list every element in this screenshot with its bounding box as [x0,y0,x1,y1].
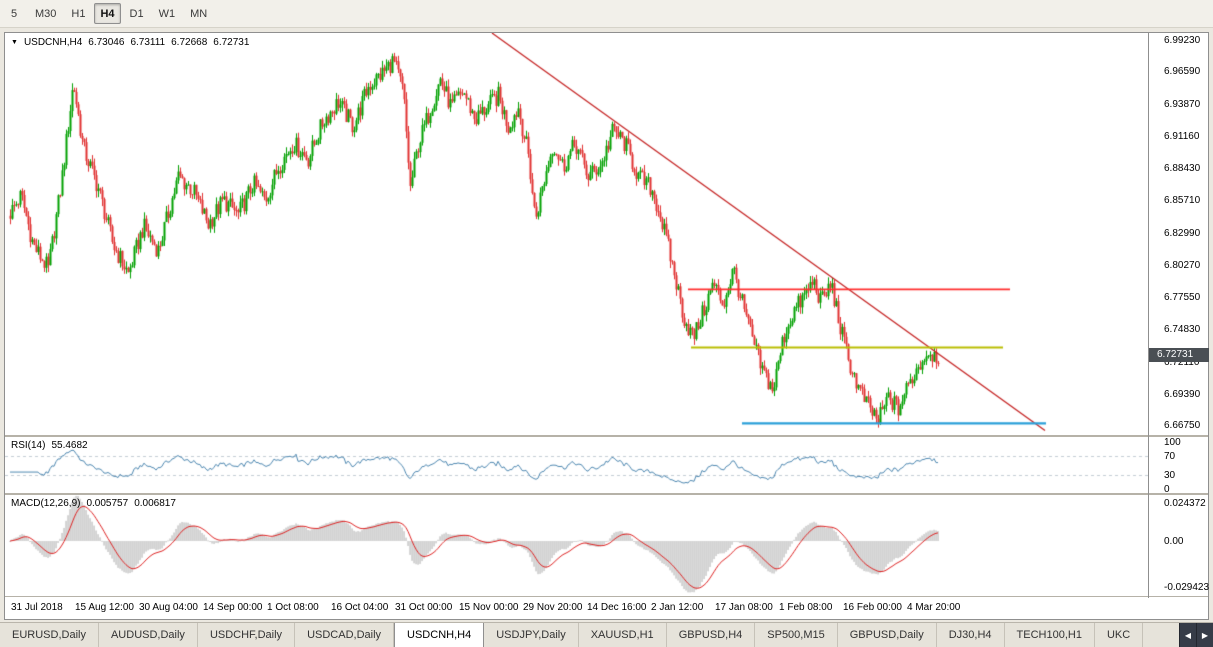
time-axis-label: 14 Sep 00:00 [203,602,263,613]
chart-tab-usdjpy-daily[interactable]: USDJPY,Daily [484,623,579,647]
time-axis-label: 16 Oct 04:00 [331,602,389,613]
time-axis-label: 14 Dec 16:00 [587,602,647,613]
price-panel: ▼ USDCNH,H4 6.73046 6.73111 6.72668 6.72… [5,33,1209,435]
chart-tab-usdchf-daily[interactable]: USDCHF,Daily [197,623,296,647]
time-axis-label: 15 Aug 12:00 [75,602,134,613]
chart-tab-ukc[interactable]: UKC [1094,623,1144,647]
timeframe-button-m30[interactable]: M30 [35,7,57,20]
chart-tab-bar: EURUSD,Daily AUDUSD,Daily USDCHF,Daily USDC… [0,622,1213,647]
macd-axis-label: -0.029423 [1164,581,1210,593]
chart-tab-gbpusd-daily[interactable]: GBPUSD,Daily [837,623,937,647]
tab-scroll-arrows: ◀ ▶ [1179,623,1213,647]
chart-tab-audusd-daily[interactable]: AUDUSD,Daily [98,623,198,647]
timeframe-button-h1[interactable]: H1 [71,7,86,20]
timeframe-button-w1[interactable]: W1 [158,7,176,20]
time-axis-label: 31 Oct 00:00 [395,602,453,613]
macd-main-value: 0.005757 [86,498,129,509]
panel-divider [5,596,1208,597]
price-chart-canvas[interactable] [5,33,1148,435]
rsi-axis-label: 30 [1164,469,1176,481]
panel-divider[interactable] [5,435,1208,437]
price-axis-label: 6.96590 [1164,66,1201,78]
time-axis-label: 30 Aug 04:00 [139,602,198,613]
macd-axis-label: 0.00 [1164,536,1184,547]
time-axis-label: 2 Jan 12:00 [651,602,704,613]
tab-scroll-left-icon[interactable]: ◀ [1179,623,1196,647]
tab-scroll-right-icon[interactable]: ▶ [1196,623,1213,647]
price-axis-label: 6.74830 [1164,324,1201,336]
chart-tab-xauusd-h1[interactable]: XAUUSD,H1 [578,623,667,647]
chart-info-label: ▼ USDCNH,H4 6.73046 6.73111 6.72668 6.72… [11,37,249,48]
price-axis-label: 6.88430 [1164,163,1201,175]
rsi-axis[interactable]: 100 70 30 0 [1148,437,1208,495]
rsi-label: RSI(14) 55.4682 [11,440,88,451]
timeframe-button-5[interactable]: 5 [10,7,18,20]
rsi-axis-label: 100 [1164,437,1181,448]
open-value: 6.73046 [88,37,125,48]
current-price-badge: 6.72731 [1149,348,1209,363]
rsi-axis-label: 70 [1164,451,1176,463]
chart-tab-usdcad-daily[interactable]: USDCAD,Daily [295,623,395,647]
close-value: 6.72731 [213,37,250,48]
price-axis-label: 6.85710 [1164,195,1201,207]
price-axis-label: 6.93870 [1164,98,1201,110]
rsi-axis-label: 0 [1164,484,1170,495]
time-axis-label: 15 Nov 00:00 [459,602,519,613]
panel-divider[interactable] [5,493,1208,495]
timeframe-button-h4[interactable]: H4 [94,3,121,24]
chart-tab-tech100-h1[interactable]: TECH100,H1 [1004,623,1095,647]
macd-axis-label: 0.024372 [1164,497,1206,509]
price-axis-label: 6.82990 [1164,227,1201,239]
timeframe-toolbar: 5 M30 H1 H4 D1 W1 MN [0,0,1213,28]
price-axis-label: 6.69390 [1164,389,1201,401]
time-axis[interactable]: 31 Jul 2018 15 Aug 12:00 30 Aug 04:00 14 Se… [5,598,1208,619]
chart-tab-gbpusd-h4[interactable]: GBPUSD,H4 [666,623,756,647]
rsi-panel: RSI(14) 55.4682 100 70 30 0 [5,437,1208,495]
chart-symbol-period: USDCNH,H4 [23,37,83,48]
rsi-value: 55.4682 [51,440,88,451]
timeframe-button-mn[interactable]: MN [190,7,208,20]
timeframe-button-d1[interactable]: D1 [129,7,144,20]
chart-tab-dj30-h4[interactable]: DJ30,H4 [936,623,1005,647]
high-value: 6.73111 [130,37,166,48]
axis-separator-line [1148,33,1149,598]
price-axis[interactable]: 6.99230 6.96590 6.93870 6.91160 6.88430 6.857… [1148,33,1208,435]
chart-tab-usdcnh-h4[interactable]: USDCNH,H4 [394,623,485,647]
time-axis-label: 16 Feb 00:00 [843,602,902,613]
macd-signal-value: 0.006817 [134,498,176,509]
price-axis-label: 6.91160 [1164,130,1200,142]
rsi-canvas[interactable] [5,437,1148,493]
price-axis-label: 6.99230 [1164,35,1201,46]
chart-tab-eurusd-daily[interactable]: EURUSD,Daily [0,623,99,647]
macd-panel: MACD(12,26,9) 0.005757 0.006817 0.024372… [5,495,1210,596]
rsi-indicator-name: RSI(14) [11,440,46,451]
macd-axis[interactable]: 0.024372 0.00 -0.029423 [1148,495,1210,596]
time-axis-label: 1 Oct 08:00 [267,602,319,613]
time-axis-label: 17 Jan 08:00 [715,602,773,613]
price-axis-label: 6.80270 [1164,259,1201,271]
macd-canvas[interactable] [5,495,1148,596]
chart-marker-icon: ▼ [11,39,18,46]
time-axis-label: 1 Feb 08:00 [779,602,833,613]
macd-label: MACD(12,26,9) 0.005757 0.006817 [11,498,176,509]
chart-area: ▼ USDCNH,H4 6.73046 6.73111 6.72668 6.72… [4,32,1209,620]
time-axis-label: 29 Nov 20:00 [523,602,583,613]
chart-tab-sp500-m15[interactable]: SP500,M15 [755,623,838,647]
time-axis-label: 4 Mar 20:00 [907,602,961,613]
price-axis-label: 6.66750 [1164,420,1201,432]
time-axis-label: 31 Jul 2018 [11,602,63,613]
macd-indicator-name: MACD(12,26,9) [11,498,81,509]
low-value: 6.72668 [171,37,208,48]
price-axis-label: 6.77550 [1164,292,1201,304]
